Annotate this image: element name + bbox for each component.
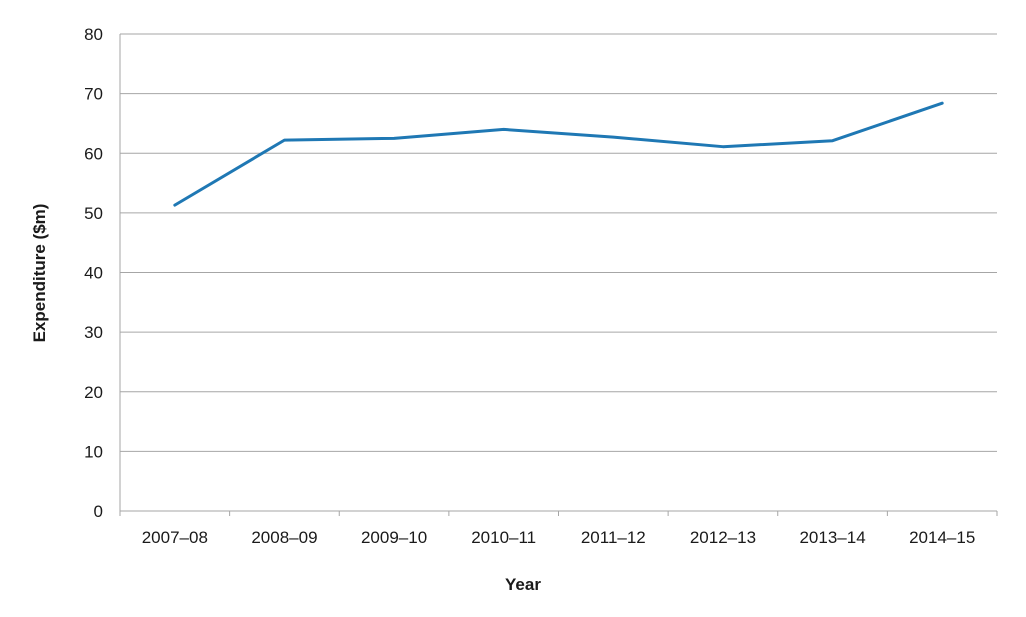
x-tick-label: 2007–08 (142, 528, 208, 547)
x-tick-label: 2008–09 (251, 528, 317, 547)
y-tick-label: 10 (84, 442, 103, 461)
series-line (173, 101, 944, 207)
series-lines (173, 101, 944, 207)
x-tick-labels: 2007–08 2008–09 2009–10 2010–11 2011–12 2012–… (142, 528, 976, 547)
y-tick-labels: 0 10 20 30 40 50 60 70 80 (84, 25, 103, 521)
y-tick-label: 60 (84, 144, 103, 163)
gridlines (120, 33, 997, 452)
x-tick-label: 2014–15 (909, 528, 975, 547)
x-tick-label: 2009–10 (361, 528, 427, 547)
y-tick-label: 80 (84, 25, 103, 44)
y-tick-label: 70 (84, 85, 103, 104)
axes (119, 34, 998, 516)
y-axis-title: Expenditure ($m) (30, 204, 49, 343)
y-tick-label: 30 (84, 323, 103, 342)
x-tick-label: 2013–14 (799, 528, 865, 547)
x-tick-label: 2012–13 (690, 528, 756, 547)
y-tick-label: 0 (94, 502, 103, 521)
x-axis-title: Year (505, 575, 541, 594)
y-tick-label: 50 (84, 204, 103, 223)
y-tick-label: 40 (84, 264, 103, 283)
x-tick-label: 2011–12 (581, 528, 646, 547)
x-tick-label: 2010–11 (471, 528, 536, 547)
y-tick-label: 20 (84, 383, 103, 402)
